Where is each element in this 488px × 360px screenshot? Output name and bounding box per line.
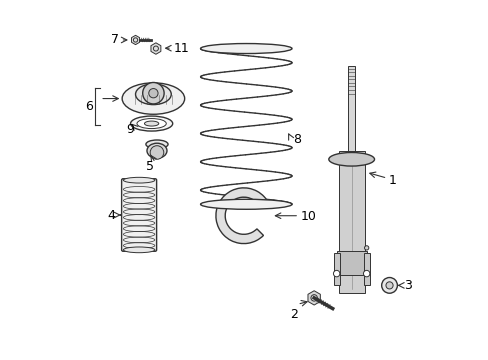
Bar — [333, 253, 339, 285]
Bar — [336, 251, 366, 275]
Ellipse shape — [122, 83, 184, 114]
Circle shape — [364, 246, 368, 250]
Circle shape — [381, 278, 397, 293]
Text: 8: 8 — [292, 133, 300, 146]
Bar — [347, 66, 354, 152]
Ellipse shape — [135, 84, 171, 105]
Text: 3: 3 — [403, 279, 411, 292]
Bar — [338, 152, 364, 293]
Ellipse shape — [328, 153, 374, 166]
Ellipse shape — [137, 118, 166, 129]
Text: 7: 7 — [110, 33, 119, 46]
Text: 4: 4 — [107, 209, 115, 222]
Circle shape — [363, 270, 369, 277]
Ellipse shape — [130, 116, 172, 131]
FancyBboxPatch shape — [122, 179, 156, 251]
Polygon shape — [131, 35, 139, 45]
Circle shape — [333, 270, 339, 277]
Text: 1: 1 — [388, 174, 396, 186]
Text: 2: 2 — [289, 308, 297, 321]
Circle shape — [148, 89, 158, 98]
Ellipse shape — [200, 199, 291, 209]
Ellipse shape — [123, 177, 155, 183]
Text: 11: 11 — [173, 42, 189, 55]
Ellipse shape — [123, 247, 155, 253]
Ellipse shape — [144, 121, 159, 126]
Text: 5: 5 — [146, 160, 154, 173]
Text: 9: 9 — [125, 123, 134, 136]
Bar — [363, 253, 369, 285]
Text: 6: 6 — [84, 100, 93, 113]
Ellipse shape — [200, 44, 291, 54]
Ellipse shape — [145, 140, 168, 149]
Ellipse shape — [147, 143, 166, 158]
Polygon shape — [307, 291, 320, 305]
Circle shape — [385, 282, 392, 289]
Text: 10: 10 — [300, 210, 316, 223]
Polygon shape — [151, 43, 161, 54]
Circle shape — [150, 146, 163, 159]
Circle shape — [142, 82, 164, 104]
Wedge shape — [216, 188, 268, 244]
